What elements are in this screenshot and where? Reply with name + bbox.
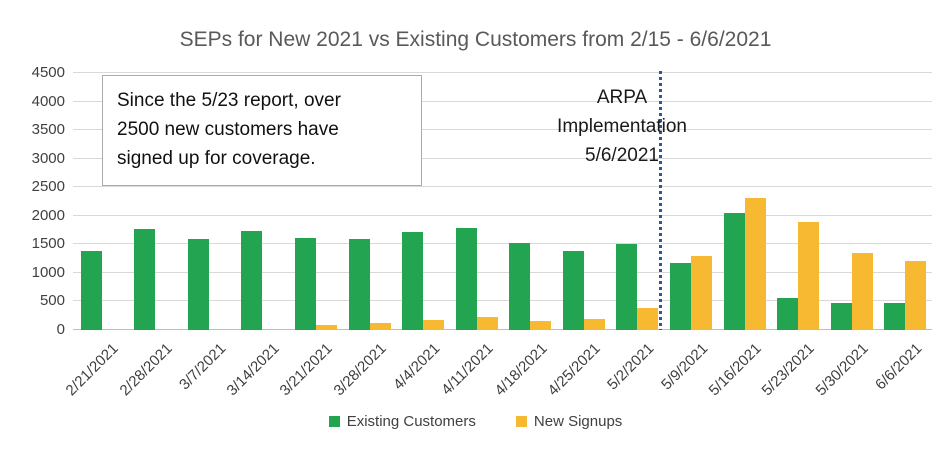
bar-existing-customers — [295, 238, 317, 330]
x-tick-label: 5/9/2021 — [657, 340, 711, 394]
bar-existing-customers — [884, 302, 906, 330]
bar-group — [504, 73, 558, 330]
bar-existing-customers — [616, 243, 638, 330]
bar-new-signups — [851, 252, 873, 330]
bar-existing-customers — [80, 251, 102, 330]
legend-label-existing-customers: Existing Customers — [346, 413, 476, 430]
bar-existing-customers — [509, 242, 531, 330]
x-tick-label: 5/16/2021 — [705, 340, 765, 400]
legend-item-new-signups: New Signups — [515, 413, 623, 430]
y-tick-label: 4500 — [31, 64, 65, 81]
note-box: Since the 5/23 report, over 2500 new cus… — [102, 75, 422, 186]
gridline — [73, 129, 932, 131]
bar-new-signups — [530, 321, 552, 330]
x-tick-label: 5/2/2021 — [604, 340, 658, 394]
bar-group — [75, 73, 129, 330]
bar-new-signups — [798, 221, 820, 330]
bar-group — [343, 73, 397, 330]
x-tick-label: 6/6/2021 — [871, 340, 926, 394]
note-box-line: 2500 new customers have — [117, 119, 339, 140]
bar-new-signups — [744, 198, 766, 330]
bar-existing-customers — [562, 251, 584, 330]
bar-group — [182, 73, 236, 330]
gridline — [73, 186, 932, 188]
gridline — [73, 214, 932, 216]
y-tick-label: 2000 — [31, 206, 65, 224]
arpa-annotation-line: 5/6/2021 — [585, 145, 659, 166]
gridline — [73, 271, 932, 273]
bar-group — [825, 73, 879, 330]
x-tick-label: 3/21/2021 — [276, 340, 337, 400]
y-tick-label: 2500 — [31, 178, 65, 196]
bar-new-signups — [476, 316, 498, 330]
x-tick-label: 4/25/2021 — [544, 340, 604, 400]
arpa-annotation: ARPA Implementation 5/6/2021 — [522, 83, 722, 170]
x-tick-label: 3/28/2021 — [330, 340, 390, 400]
x-axis-line — [73, 329, 932, 330]
bar-existing-customers — [723, 212, 745, 330]
arpa-annotation-line: ARPA — [596, 87, 648, 108]
x-tick-label: 5/23/2021 — [758, 340, 819, 400]
plot-area: 0 500 1000 1500 2000 2500 3000 3500 4000 4500 2/2… — [32, 64, 932, 399]
legend-label-new-signups: New Signups — [533, 413, 623, 430]
x-tick-label: 3/7/2021 — [175, 340, 229, 394]
bar-new-signups — [905, 260, 927, 330]
y-tick-label: 500 — [39, 292, 65, 310]
bar-new-signups — [316, 324, 338, 330]
bar-group — [664, 73, 718, 330]
gridline — [73, 300, 932, 302]
note-box-line: Since the 5/23 report, over — [117, 90, 341, 111]
bar-new-signups — [637, 308, 659, 330]
bar-existing-customers — [241, 230, 263, 330]
bar-existing-customers — [134, 228, 156, 330]
bar-group — [718, 73, 772, 330]
bar-new-signups — [690, 256, 712, 330]
y-tick-label: 3000 — [31, 149, 65, 167]
bar-group — [289, 73, 343, 330]
y-tick-label: 1000 — [31, 263, 65, 281]
chart-title: SEPs for New 2021 vs Existing Customers … — [179, 28, 772, 51]
x-tick-label: 2/28/2021 — [116, 340, 176, 400]
x-tick-label: 4/11/2021 — [438, 340, 497, 399]
bar-group — [129, 73, 183, 330]
gridline — [73, 72, 932, 73]
arpa-annotation-line: Implementation — [557, 116, 687, 137]
y-tick-label: 0 — [56, 321, 65, 338]
bar-new-signups — [262, 328, 284, 330]
legend: Existing Customers New Signups — [0, 413, 951, 430]
bar-new-signups — [583, 319, 605, 330]
bar-group — [236, 73, 290, 330]
legend-swatch-new-signups — [515, 416, 527, 427]
x-tick-label: 2/21/2021 — [62, 340, 122, 400]
arpa-implementation-vline — [659, 71, 663, 330]
y-tick-label: 1500 — [31, 235, 65, 253]
gridline — [73, 100, 932, 102]
bar-existing-customers — [669, 262, 691, 330]
legend-item-existing-customers: Existing Customers — [328, 413, 476, 430]
x-tick-label: 4/18/2021 — [491, 340, 551, 400]
bar-new-signups — [369, 322, 391, 330]
gridline — [73, 157, 932, 159]
bar-existing-customers — [187, 238, 209, 330]
x-tick-label: 5/30/2021 — [812, 340, 872, 400]
bar-group — [450, 73, 504, 330]
bar-group — [557, 73, 611, 330]
bar-new-signups — [423, 320, 445, 330]
bar-existing-customers — [830, 303, 852, 330]
bar-existing-customers — [777, 298, 799, 330]
x-tick-label: 4/4/2021 — [389, 340, 444, 394]
bar-group — [396, 73, 450, 330]
y-tick-label: 3500 — [31, 121, 65, 139]
bar-group — [771, 73, 825, 330]
bar-group — [611, 73, 665, 330]
note-box-line: signed up for coverage. — [117, 148, 316, 169]
bar-existing-customers — [348, 238, 370, 330]
bar-group — [878, 73, 932, 330]
y-tick-label: 4000 — [31, 92, 65, 110]
gridline — [73, 243, 932, 245]
legend-swatch-existing-customers — [328, 416, 340, 427]
x-tick-label: 3/14/2021 — [223, 340, 283, 400]
bar-existing-customers — [402, 232, 424, 330]
bar-existing-customers — [455, 227, 477, 330]
